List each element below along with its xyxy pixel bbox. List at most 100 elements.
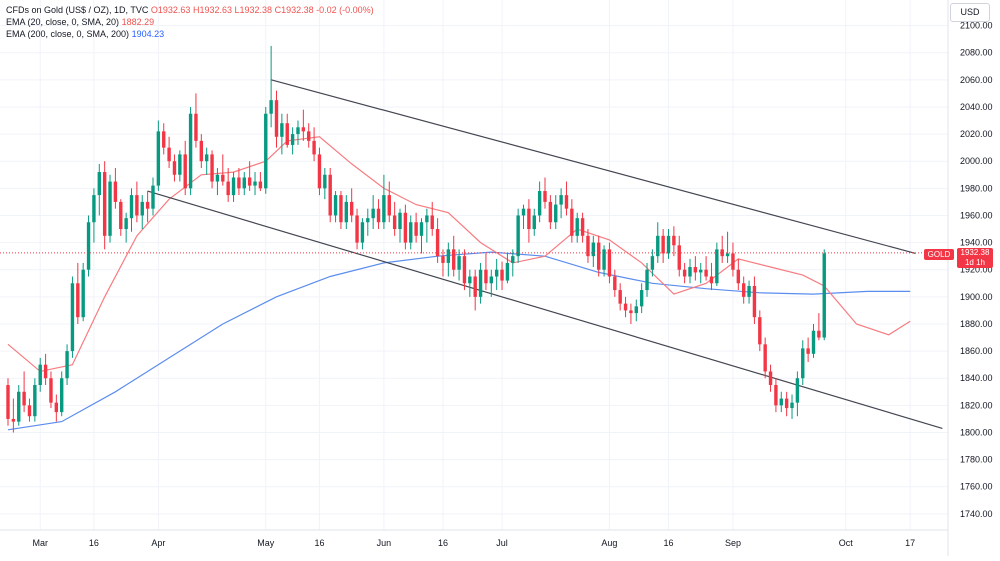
candle [457,249,461,281]
candle [570,199,574,243]
price-tick-label: 2040.00 [960,102,993,112]
candle [296,120,300,145]
candle [376,199,381,230]
candle-body [398,212,402,230]
candle-body [774,385,778,406]
symbol-title[interactable]: CFDs on Gold (US$ / OZ), 1D, TVC [6,5,149,15]
candle-body [76,283,80,318]
candle [500,261,504,291]
candle-body [371,208,375,219]
candle [210,150,214,189]
candle [591,235,596,268]
candle [709,262,714,291]
candle [806,337,810,362]
candle [634,299,638,322]
candle-body [602,249,606,270]
candle-body [113,181,118,202]
candle-body [135,195,139,216]
price-tick-label: 1880.00 [960,319,993,329]
candle [360,218,365,250]
candle-body [22,391,26,406]
candle [537,181,542,223]
candle [86,215,91,277]
candle-body [355,215,359,243]
candle [688,258,692,284]
candle [258,172,263,192]
ema20-label: EMA (20, close, 0, SMA, 20) [6,17,120,27]
candle-body [511,256,515,263]
candle-body [344,201,349,223]
candle-body [194,113,198,141]
candle-body [92,195,96,223]
candle [677,235,681,277]
candle [414,212,418,243]
candle-body [527,208,531,230]
candle [795,371,800,417]
candle-body [382,195,386,223]
candle [280,113,284,155]
candle [511,249,515,277]
time-tick-label: Jul [496,538,508,548]
candle [33,378,37,422]
candle-body [183,154,187,189]
candle [129,188,134,232]
candle [559,188,563,219]
candle [656,222,660,263]
candle [247,161,252,192]
candle [516,208,520,263]
candle-body [639,290,644,307]
ohlc-low: L1932.38 [234,5,273,15]
time-tick-label: Mar [32,538,48,548]
currency-button[interactable]: USD [950,3,990,22]
candle [425,208,429,243]
legend-ema200-row[interactable]: EMA (200, close, 0, SMA, 200) 1904.23 [6,28,374,40]
candle [435,218,440,263]
time-tick-label: Oct [839,538,854,548]
candle [613,269,617,297]
candle-body [656,235,660,257]
candle [419,218,424,254]
candle [736,258,741,291]
candle [387,181,391,223]
candle [607,242,612,284]
candle [586,229,590,263]
candle [639,283,644,314]
candle [548,195,553,230]
candle [317,147,322,196]
candle-body [806,348,810,354]
candle-body [532,215,536,230]
candle [60,371,64,417]
candle-body [618,290,622,304]
symbol-price-tag: GOLD [924,249,954,260]
candle [580,212,585,243]
candle-body [129,195,134,219]
candle [489,269,493,297]
candle-body [102,172,107,236]
legend-ema20-row[interactable]: EMA (20, close, 0, SMA, 20) 1882.29 [6,16,374,28]
candle-body [178,154,182,175]
candle-body [81,269,85,318]
candle-body [709,276,714,284]
candle-body [349,201,354,216]
candle-body [650,256,655,270]
candle [183,140,187,196]
candle [784,391,789,417]
candle [49,371,53,409]
candle-body [301,127,306,132]
candle [763,337,767,379]
candle-body [376,208,381,223]
candle-body [360,222,365,243]
candle [204,147,209,175]
candle-body [607,249,612,277]
candle-body [505,262,510,281]
candle-body [49,378,53,403]
candle-body [473,276,477,297]
candle-body [167,147,171,162]
candle [371,195,375,230]
price-tick-label: 1860.00 [960,346,993,356]
candle [27,398,32,422]
candle-body [441,256,445,263]
candle [747,280,751,304]
